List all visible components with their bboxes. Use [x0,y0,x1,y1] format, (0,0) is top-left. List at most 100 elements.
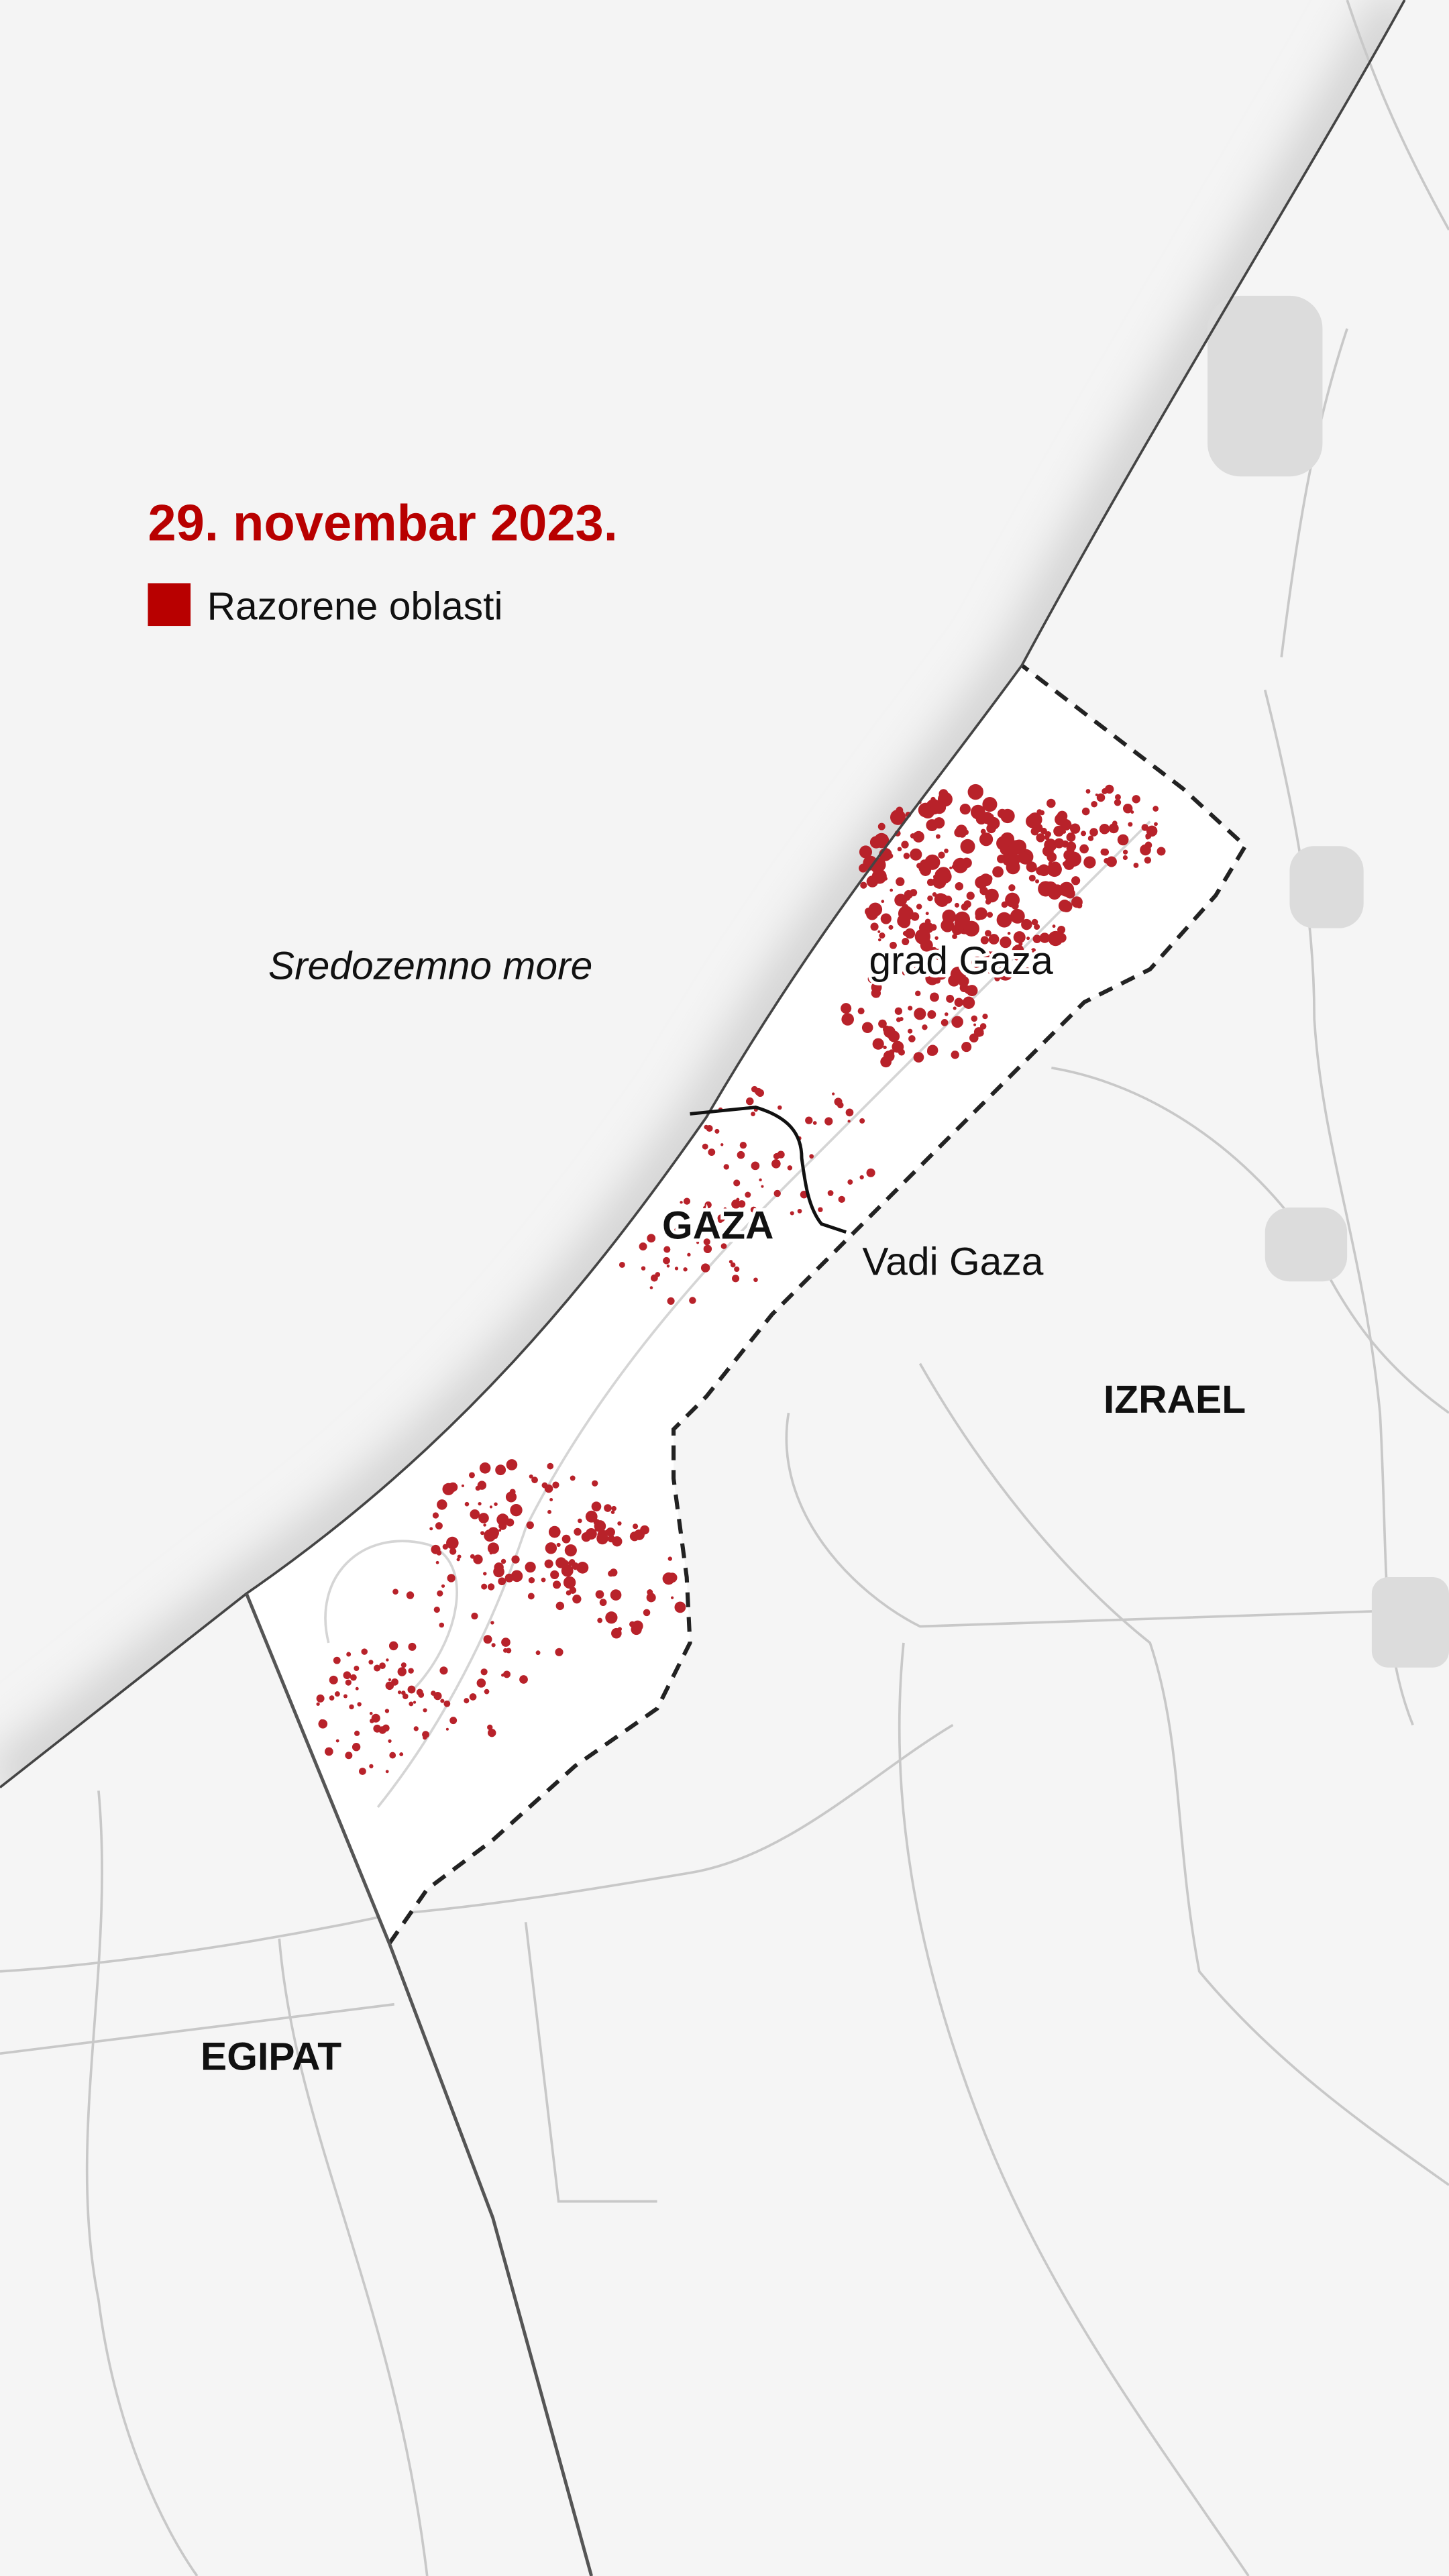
damage-area [841,1003,852,1014]
damage-area [449,1717,458,1725]
damage-area [561,1534,571,1544]
damage-area [504,1573,514,1582]
damage-area [607,1535,615,1543]
damage-area [985,899,991,905]
damage-area [674,1267,679,1271]
damage-area [714,1128,720,1134]
damage-area [872,1038,884,1050]
damage-area [877,930,881,933]
damage-area [548,1525,561,1538]
damage-area [1034,924,1040,930]
damage-area [483,1572,487,1576]
damage-area [1018,945,1022,949]
damage-area [1106,856,1117,867]
damage-area [971,1015,978,1022]
damage-area [1007,932,1011,935]
damage-area [927,1010,936,1019]
damage-area [595,1590,604,1599]
damage-area [442,1544,449,1550]
damage-area [413,1726,419,1731]
damage-area [949,866,953,869]
damage-area [541,1577,546,1582]
damage-area [759,1178,762,1182]
damage-area [371,1713,380,1723]
damage-area [316,1694,325,1703]
damage-area [1031,948,1036,953]
damage-area [922,1024,928,1030]
damage-area [933,817,945,829]
damage-area [903,853,910,859]
damage-area [432,1512,439,1519]
damage-area [354,1666,360,1671]
damage-area [535,1650,541,1656]
damage-area [564,1544,577,1557]
damage-area [687,1252,691,1256]
damage-area [951,864,957,869]
damage-area [927,1044,938,1056]
damage-area [1028,874,1036,882]
damage-area [494,1502,498,1506]
damage-area [812,1121,817,1125]
damage-area [397,1690,402,1695]
damage-area [418,1691,425,1698]
damage-area [639,1242,647,1251]
damage-area [986,951,996,961]
damage-area [561,1564,574,1577]
damage-area [845,1108,854,1117]
damage-area [773,1189,781,1197]
damage-area [734,1266,740,1273]
damage-area [437,1499,447,1510]
damage-area [647,1234,656,1243]
damage-area [373,1724,382,1733]
damage-area [961,1042,972,1053]
damage-area [861,1022,873,1034]
damage-area [619,1261,625,1268]
damage-area [1154,822,1158,826]
damage-area [506,1459,518,1470]
damage-area [914,990,921,997]
damage-area [877,822,885,830]
damage-area [898,906,914,922]
damage-area [1047,890,1051,893]
damage-area [555,1601,565,1611]
damage-area [384,1709,390,1713]
damage-area [646,1593,656,1603]
damage-area [979,1023,987,1030]
damage-area [696,1241,700,1244]
damage-area [729,1260,733,1264]
damage-area [519,1675,528,1684]
damage-area [329,1675,338,1684]
damage-area [429,1527,433,1531]
damage-area [952,934,957,939]
damage-area [501,1638,511,1647]
damage-area [329,1695,335,1701]
damage-area [528,1577,535,1584]
damage-area [901,841,909,849]
damage-area [899,1017,904,1022]
damage-area [369,1764,374,1769]
damage-area [643,1609,651,1617]
damage-area [951,1016,963,1028]
damage-area [944,849,949,853]
damage-area [594,1520,606,1532]
damage-area [388,1641,398,1651]
damage-area [1071,849,1075,853]
damage-area [880,913,892,924]
damage-area [408,1642,417,1651]
damage-area [847,1120,851,1123]
damage-area [924,918,931,925]
damage-area [503,1670,511,1678]
towns [1208,295,1449,1668]
damage-area [581,1532,592,1542]
damage-area [498,1529,502,1532]
damage-area [604,1504,612,1512]
damage-area [391,1678,398,1686]
damage-area [550,1570,559,1580]
damage-area [464,1698,470,1704]
gaza-strip [246,665,1246,1944]
damage-area [988,934,1000,945]
damage-area [867,975,876,983]
damage-area [953,857,969,873]
damage-area [674,1601,686,1613]
